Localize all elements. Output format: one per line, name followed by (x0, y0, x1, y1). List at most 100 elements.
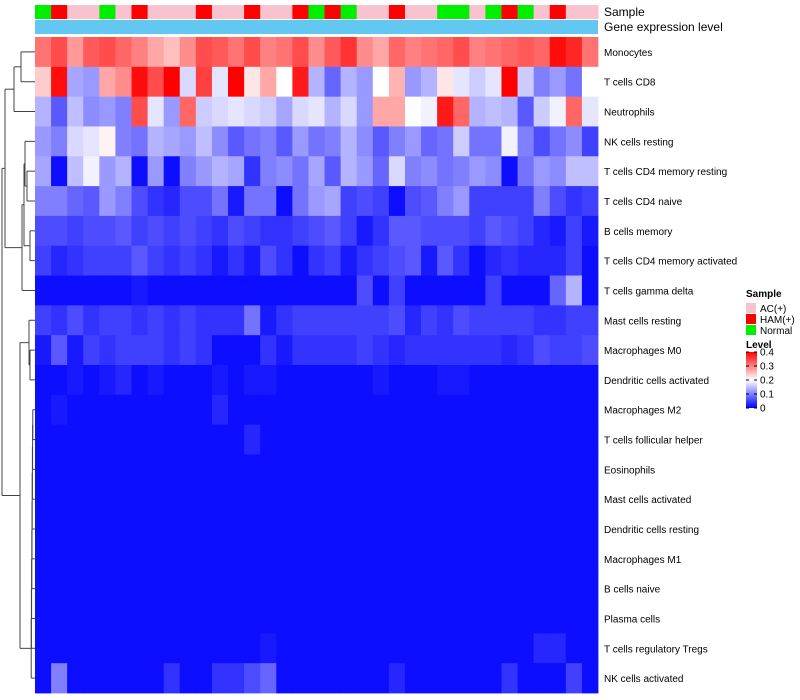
heatmap-cell (67, 66, 84, 98)
heatmap-cell (195, 514, 213, 545)
heatmap-cell (179, 454, 197, 485)
heatmap-cell (83, 156, 100, 187)
sample-annotation-cell (324, 5, 342, 19)
heatmap-cell (437, 543, 454, 575)
heatmap-cell (131, 514, 148, 545)
heatmap-cell (372, 305, 390, 336)
heatmap-cell (356, 156, 374, 187)
sample-annotation-cell (131, 5, 149, 19)
heatmap-cell (501, 603, 518, 634)
heatmap-cell (469, 245, 486, 276)
heatmap-cell (581, 365, 599, 396)
heatmap-cell (163, 663, 181, 694)
heatmap-cell (211, 394, 229, 426)
heatmap-cell (324, 37, 342, 68)
heatmap-cell (276, 454, 293, 485)
row-label: Plasma cells (604, 614, 660, 625)
heatmap-cell (533, 365, 551, 396)
heatmap-cell (99, 394, 116, 426)
heatmap-cell (51, 543, 68, 575)
row-label: T cells gamma delta (604, 286, 694, 297)
heatmap-cell (340, 66, 358, 98)
heatmap-cell (131, 484, 148, 515)
heatmap-cell (292, 305, 309, 336)
heatmap-cell (35, 424, 52, 455)
heatmap-cell (485, 514, 502, 545)
heatmap-cell (437, 305, 454, 336)
heatmap-cell (581, 275, 599, 306)
heatmap-cell (324, 275, 342, 306)
heatmap-cell (211, 245, 229, 276)
heatmap-cell (501, 96, 518, 127)
heatmap-cell (83, 215, 100, 247)
sample-legend-swatch (746, 325, 756, 335)
heatmap-cell (485, 186, 502, 217)
heatmap-cell (437, 66, 454, 98)
sample-annotation-cell (549, 5, 567, 19)
heatmap-cell (195, 484, 213, 515)
heatmap-cell (228, 663, 245, 694)
heatmap-cell (549, 96, 567, 127)
heatmap-cell (549, 663, 567, 694)
heatmap-cell (517, 454, 535, 485)
heatmap-cell (115, 603, 132, 634)
heatmap-cell (501, 514, 518, 545)
heatmap-cell (356, 365, 374, 396)
heatmap-cell (131, 573, 148, 604)
heatmap-cell (195, 394, 213, 426)
heatmap-cell (485, 305, 502, 336)
heatmap-cell (292, 365, 309, 396)
heatmap-cell (244, 633, 261, 664)
heatmap-cell (517, 126, 535, 157)
heatmap-cell (517, 394, 535, 426)
heatmap-cell (163, 484, 181, 515)
heatmap-cell (469, 454, 486, 485)
heatmap-cell (163, 394, 181, 426)
heatmap-cell (501, 484, 518, 515)
heatmap-cell (324, 573, 342, 604)
heatmap-cell (485, 66, 502, 98)
heatmap-cell (549, 126, 567, 157)
heatmap-cell (260, 245, 277, 276)
heatmap-cell (260, 305, 277, 336)
heatmap-cell (211, 126, 229, 157)
heatmap-cell (533, 394, 551, 426)
heatmap-cell (228, 186, 245, 217)
heatmap-cell (324, 663, 342, 694)
heatmap-cell (99, 543, 116, 575)
heatmap-cell (501, 37, 518, 68)
heatmap-cell (228, 66, 245, 98)
heatmap-cell (501, 454, 518, 485)
heatmap-cell (308, 245, 325, 276)
heatmap-cell (404, 37, 422, 68)
heatmap-cell (131, 394, 148, 426)
heatmap-cell (179, 96, 197, 127)
heatmap-cell (421, 394, 438, 426)
heatmap-cell (276, 663, 293, 694)
heatmap-cell (51, 186, 68, 217)
heatmap-cell (51, 454, 68, 485)
row-label: NK cells activated (604, 674, 683, 685)
heatmap-cell (260, 96, 277, 127)
heatmap-cell (260, 603, 277, 634)
heatmap-cell (276, 96, 293, 127)
heatmap-cell (115, 424, 132, 455)
heatmap-cell (147, 543, 165, 575)
heatmap-cell (83, 245, 100, 276)
heatmap-cell (67, 573, 84, 604)
heatmap-cell (131, 37, 148, 68)
heatmap-cell (533, 66, 551, 98)
heatmap-cell (533, 514, 551, 545)
heatmap-cell (388, 365, 406, 396)
heatmap-cell (67, 96, 84, 127)
heatmap-cell (372, 454, 390, 485)
heatmap-cell (517, 633, 535, 664)
heatmap-cell (163, 245, 181, 276)
heatmap-cell (195, 186, 213, 217)
heatmap-cell (517, 573, 535, 604)
heatmap-cell (308, 603, 325, 634)
heatmap-cell (99, 603, 116, 634)
heatmap-cell (437, 514, 454, 545)
heatmap-cell (404, 633, 422, 664)
heatmap-cell (565, 156, 583, 187)
